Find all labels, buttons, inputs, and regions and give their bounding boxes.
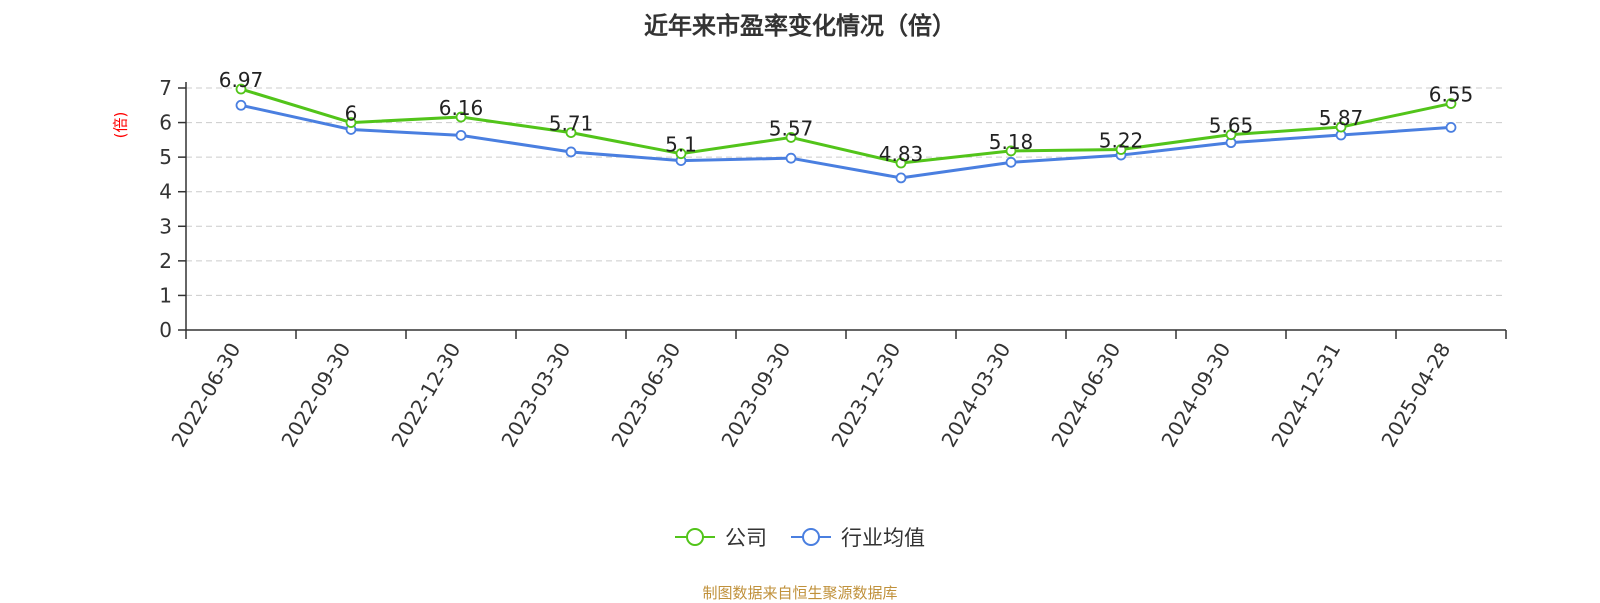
- data-label: 4.83: [879, 142, 924, 166]
- x-tick-label: 2025-04-28: [1376, 339, 1455, 452]
- x-tick-label: 2022-06-30: [166, 339, 245, 452]
- legend-item-industry-average[interactable]: 行业均值: [791, 522, 925, 552]
- legend-line-marker-icon: [675, 528, 715, 546]
- y-tick-label: 7: [159, 76, 172, 100]
- data-label: 5.71: [549, 112, 594, 136]
- legend-item-company[interactable]: 公司: [675, 522, 767, 552]
- data-label: 6.16: [439, 96, 484, 120]
- y-tick-label: 3: [159, 214, 172, 238]
- data-point: [455, 129, 467, 141]
- data-label: 5.65: [1209, 114, 1254, 138]
- legend-line-marker-icon: [791, 528, 831, 546]
- y-tick-label: 5: [159, 145, 172, 169]
- data-point: [1225, 129, 1237, 141]
- data-label: 5.22: [1099, 129, 1144, 153]
- series-line-1: [240, 103, 1452, 180]
- series-line-0: [240, 87, 1452, 165]
- chart-title: 近年来市盈率变化情况（倍）: [644, 12, 956, 40]
- x-tick-label: 2022-09-30: [276, 339, 355, 452]
- y-tick-label: 2: [159, 249, 172, 273]
- data-label: 6.97: [219, 68, 264, 92]
- y-tick-label: 1: [159, 283, 172, 307]
- data-point: [895, 157, 907, 169]
- data-point: [565, 146, 577, 158]
- x-tick-label: 2024-09-30: [1156, 339, 1235, 452]
- source-note: 制图数据来自恒生聚源数据库: [702, 584, 898, 602]
- x-tick-label: 2022-12-30: [386, 339, 465, 452]
- data-point: [895, 172, 907, 184]
- x-tick-label: 2023-09-30: [716, 339, 795, 452]
- data-label: 5.18: [989, 130, 1034, 154]
- y-tick-label: 0: [159, 318, 172, 342]
- legend-label: 行业均值: [841, 526, 925, 550]
- y-tick-label: 4: [159, 180, 172, 204]
- x-tick-label: 2024-03-30: [936, 339, 1015, 452]
- data-label: 5.1: [665, 133, 697, 157]
- x-tick-label: 2023-03-30: [496, 339, 575, 452]
- x-tick-label: 2023-12-30: [826, 339, 905, 452]
- data-point: [565, 127, 577, 138]
- data-point: [1005, 145, 1017, 157]
- data-point: [1335, 121, 1347, 133]
- legend: 公司 行业均值: [0, 522, 1600, 552]
- data-point: [675, 148, 687, 160]
- data-label: 5.57: [769, 116, 814, 140]
- x-tick-label: 2024-12-31: [1266, 339, 1345, 452]
- legend-label: 公司: [725, 526, 767, 550]
- data-point: [1445, 98, 1457, 109]
- data-point: [785, 152, 797, 164]
- data-point: [785, 132, 797, 143]
- x-tick-label: 2023-06-30: [606, 339, 685, 452]
- y-tick-label: 6: [159, 111, 172, 135]
- data-label: 5.87: [1319, 106, 1364, 130]
- data-point: [345, 117, 357, 128]
- data-point: [235, 99, 247, 111]
- data-point: [1115, 144, 1127, 155]
- data-point: [1445, 122, 1457, 133]
- data-point: [235, 83, 247, 95]
- data-label: 6.55: [1429, 83, 1474, 107]
- data-point: [455, 111, 467, 123]
- x-tick-label: 2024-06-30: [1046, 339, 1125, 452]
- data-point: [1005, 156, 1017, 168]
- data-label: 6: [345, 102, 358, 126]
